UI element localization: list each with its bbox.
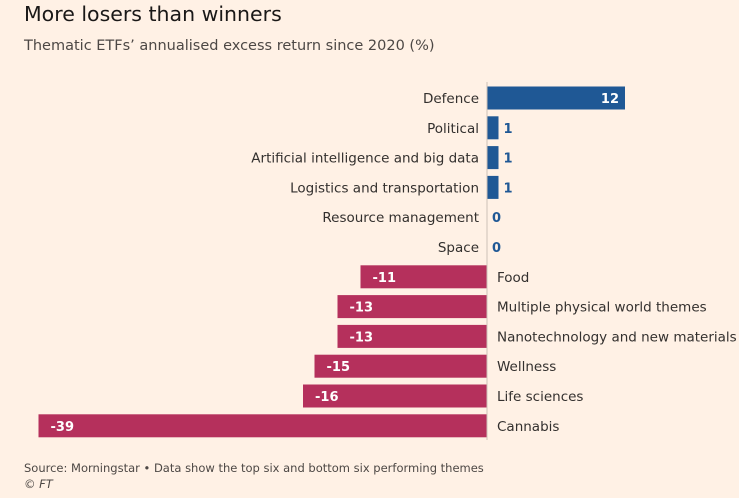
bar-9 <box>314 354 487 378</box>
bar-1 <box>487 116 499 140</box>
bar-3 <box>487 175 499 199</box>
category-label-9: Wellness <box>497 359 556 375</box>
category-label-11: Cannabis <box>497 419 559 435</box>
value-label-11: -39 <box>51 420 75 435</box>
bar-2 <box>487 146 499 170</box>
value-label-1: 1 <box>504 122 513 137</box>
value-label-10: -16 <box>315 390 339 405</box>
category-label-10: Life sciences <box>497 389 583 405</box>
category-label-2: Artificial intelligence and big data <box>251 151 479 167</box>
value-label-0: 12 <box>601 92 619 107</box>
chart-title: More losers than winners <box>24 2 282 26</box>
source-note: Source: Morningstar • Data show the top … <box>24 461 484 475</box>
category-label-3: Logistics and transportation <box>290 180 479 196</box>
copyright: © FT <box>24 477 53 491</box>
value-label-7: -13 <box>350 301 374 316</box>
chart-subtitle: Thematic ETFs’ annualised excess return … <box>24 38 435 54</box>
category-label-5: Space <box>438 240 479 256</box>
value-label-2: 1 <box>504 152 513 167</box>
category-label-6: Food <box>497 270 529 286</box>
value-label-5: 0 <box>492 241 501 256</box>
value-label-3: 1 <box>504 181 513 196</box>
category-label-4: Resource management <box>322 210 479 226</box>
value-label-4: 0 <box>492 211 501 226</box>
bar-8 <box>337 324 487 348</box>
value-label-8: -13 <box>350 330 374 345</box>
category-label-7: Multiple physical world themes <box>497 300 707 316</box>
category-label-1: Political <box>427 121 479 137</box>
bar-6 <box>360 265 487 289</box>
category-label-0: Defence <box>423 91 479 107</box>
category-label-8: Nanotechnology and new materials <box>497 329 737 345</box>
bar-0 <box>487 86 625 110</box>
value-label-6: -11 <box>373 271 397 286</box>
value-label-9: -15 <box>327 360 351 375</box>
bar-10 <box>303 384 487 408</box>
bar-11 <box>38 414 487 438</box>
bar-7 <box>337 295 487 319</box>
